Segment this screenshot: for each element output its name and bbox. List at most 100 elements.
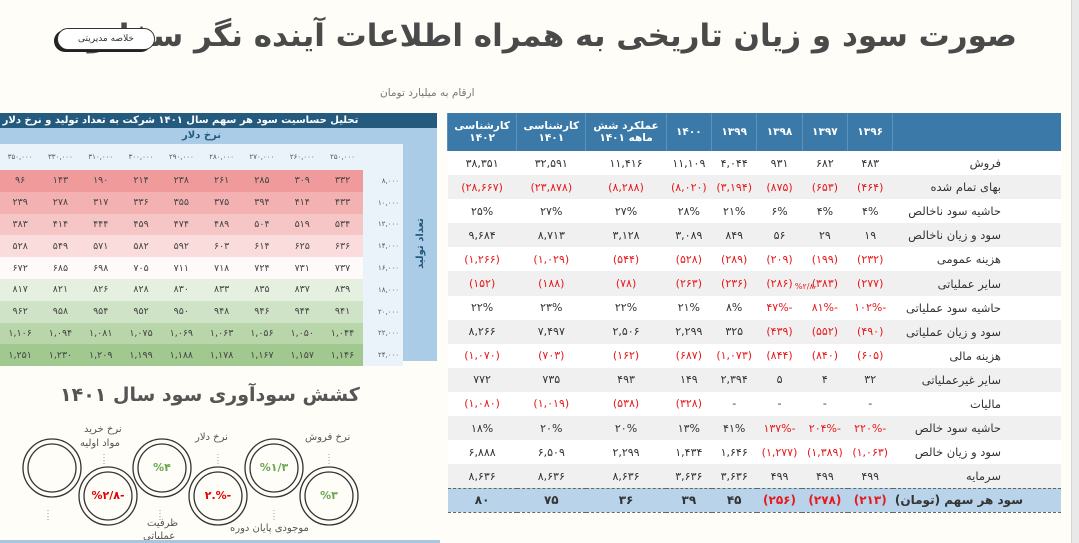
sensitivity-cell: ۸۳۷ — [282, 278, 323, 301]
sensitivity-cell: ۴۳۳ — [322, 191, 363, 214]
table-cell: ۱۴۹ — [666, 367, 712, 392]
table-cell: (۱۸۸) — [516, 271, 586, 296]
row-label: هزینه عمومی — [892, 247, 1061, 272]
sensitivity-cell: ۹۴۴ — [282, 300, 323, 323]
table-cell: (۶۵۳) — [802, 175, 848, 200]
sensitivity-cell: ۸۲۶ — [80, 278, 121, 301]
table-cell: ۲۷% — [516, 199, 586, 224]
table-cell: (۱۹۹) — [802, 247, 848, 272]
row-label: حاشیه سود ناخالص — [892, 199, 1061, 224]
table-cell: (۶۸۷) — [666, 343, 712, 368]
table-cell: ۸% — [711, 295, 757, 320]
row-label: سود و زیان عملیاتی — [892, 319, 1061, 344]
dollar-rate-header: ۳۳۰,۰۰۰ — [40, 144, 81, 170]
table-cell: ۵۶ — [756, 223, 803, 248]
table-cell: (۵۴۴) — [585, 247, 667, 272]
table-cell: -۸۱% — [802, 295, 848, 320]
sensitivity-row: ۵۲۸ ۵۴۹ ۵۷۱ ۵۸۲ ۵۹۲ ۶۰۳ ۶۱۴ ۶۲۵ ۶۳۶ ۱۴,۰۰۰ — [0, 235, 403, 258]
sensitivity-cell: ۴۵۹ — [120, 213, 162, 236]
table-row: مالیات - - - - (۳۲۸) (۵۳۸) (۱,۰۱۹) (۱,۰۸۰) — [447, 391, 1061, 417]
sensitivity-cell: ۶۲۵ — [282, 235, 323, 258]
table-cell: (۷۰۳) — [516, 343, 586, 368]
sensitivity-cell: ۳۳۲ — [322, 170, 363, 192]
management-summary-button[interactable]: خلاصه مدیریتی — [57, 28, 155, 50]
table-cell: (۷۸) — [585, 271, 667, 296]
table-cell: (۸,۲۸۸) — [585, 175, 667, 200]
sensitivity-cell: ۱,۰۸۱ — [80, 322, 121, 345]
table-header-row: ۱۳۹۶ ۱۳۹۷ ۱۳۹۸ ۱۳۹۹ ۱۴۰۰ عملکرد شش ماهه ۱۴۰۱ ک… — [446, 113, 1061, 151]
row-label: هزینه مالی — [892, 343, 1061, 368]
sensitivity-cell: ۵۷۱ — [80, 235, 121, 258]
sensitivity-cell: ۸۳۵ — [241, 278, 283, 301]
table-cell: (۱,۰۸۰) — [447, 391, 517, 417]
sensitivity-cell: ۱,۱۰۶ — [0, 322, 41, 345]
sensitivity-cell: ۱,۱۴۶ — [322, 344, 363, 367]
cell-annotation: -%۲/۸ — [794, 282, 817, 292]
table-cell: ۸۴۹ — [711, 223, 757, 248]
sensitivity-cell: ۵۳۴ — [322, 213, 363, 236]
sensitivity-cell: ۳۰۹ — [282, 170, 323, 192]
label-sales-rate: نرخ فروش — [305, 432, 351, 443]
table-cell: ۴% — [847, 199, 893, 224]
sensitivity-cell: ۴۸۹ — [201, 213, 242, 236]
table-cell: (۱,۰۲۹) — [516, 247, 586, 272]
sensitivity-cell: ۹۵۴ — [80, 300, 121, 323]
sensitivity-cell: ۲۱۴ — [120, 170, 162, 192]
table-cell: ۱,۴۳۴ — [666, 440, 712, 465]
table-cell: - — [756, 391, 803, 417]
table-cell: (۱,۰۱۹) — [516, 391, 586, 417]
table-cell: ۲۱% — [666, 295, 712, 320]
table-cell: ۶% — [756, 199, 803, 224]
table-cell: ۴% — [802, 199, 848, 224]
label-dollar-rate: نرخ دلار — [195, 432, 228, 443]
table-row: سود و زیان خالص (۱,۰۶۳) (۱,۳۸۹) (۱,۲۷۷) ۱,۶۴… — [447, 440, 1061, 465]
dollar-rate-header-row: ۳۵۰,۰۰۰ ۳۳۰,۰۰۰ ۳۱۰,۰۰۰ ۳۰۰,۰۰۰ ۲۹۰,۰۰۰ ۲۸۰,۰… — [0, 144, 403, 170]
sensitivity-panel: تحلیل حساسیت سود هر سهم سال ۱۴۰۱ شرکت به… — [0, 113, 437, 367]
header-label-cell — [892, 113, 1061, 151]
table-cell: ۶,۸۸۸ — [447, 440, 517, 465]
sensitivity-cell: ۵۸۲ — [120, 235, 162, 258]
sensitivity-cell: ۶۸۵ — [40, 257, 81, 279]
sensitivity-cell: ۶۳۶ — [322, 235, 363, 258]
table-cell: ۳۲ — [847, 367, 893, 392]
table-cell: (۱۵۲) — [447, 271, 517, 296]
sensitivity-row: ۹۶ ۱۴۳ ۱۹۰ ۲۱۴ ۲۳۸ ۲۶۱ ۲۸۵ ۳۰۹ ۳۳۲ ۸,۰۰۰ — [0, 170, 403, 192]
table-row: بهای تمام شده (۴۶۴) (۶۵۳) (۸۷۵) (۳,۱۹۴) (۸,۰۲… — [447, 175, 1061, 200]
sensitivity-cell: ۳۸۳ — [0, 213, 41, 236]
table-cell: ۶۸۲ — [802, 151, 848, 176]
table-cell: (۱,۲۶۶) — [447, 247, 517, 272]
sensitivity-cell: ۴۱۴ — [282, 191, 323, 214]
table-cell: (۸۴۰) — [802, 343, 848, 368]
sensitivity-cell: ۹۶ — [0, 170, 41, 192]
column-header: کارشناسی ۱۴۰۱ — [516, 113, 586, 151]
row-label: فروش — [892, 151, 1061, 176]
sensitivity-cell: ۱,۲۳۰ — [40, 344, 81, 367]
sensitivity-cell: ۶۰۳ — [201, 235, 242, 258]
sensitivity-cell: ۴۷۴ — [161, 213, 202, 236]
sensitivity-cell: ۹۵۰ — [161, 300, 202, 323]
dollar-rate-header: ۳۰۰,۰۰۰ — [120, 144, 162, 170]
sensitivity-cell: ۳۳۶ — [120, 191, 162, 214]
sensitivity-cell: ۱,۱۹۹ — [120, 344, 162, 367]
row-label: سایر عملیاتی — [892, 271, 1061, 296]
leverage-chain-diagram — [22, 438, 359, 526]
table-cell: ۳,۱۲۸ — [585, 223, 667, 248]
table-cell: ۴۱% — [711, 416, 757, 441]
sensitivity-cell: ۷۳۱ — [282, 257, 323, 279]
table-cell: ۸,۶۳۶ — [447, 464, 517, 489]
sensitivity-cell: ۴۴۴ — [80, 213, 121, 236]
table-cell: (۲۵۶) — [756, 487, 803, 513]
row-label: حاشیه سود عملیاتی — [892, 295, 1061, 320]
table-cell: ۳۲۵ — [711, 319, 757, 344]
sensitivity-cell: ۳۹۴ — [241, 191, 283, 214]
table-cell: ۴,۰۴۴ — [711, 151, 757, 176]
sensitivity-cell: ۸۱۷ — [0, 278, 41, 301]
row-label: سرمایه — [892, 464, 1061, 489]
table-cell: (۸,۰۲۰) — [666, 175, 712, 200]
table-cell: - — [802, 391, 848, 417]
table-cell: ۲۵% — [447, 199, 517, 224]
table-row: فروش ۴۸۳ ۶۸۲ ۹۳۱ ۴,۰۴۴ ۱۱,۱۰۹ ۱۱,۴۱۶ ۳۲,۵۹۱ ۳۸,۳… — [447, 151, 1061, 176]
table-cell: -۲۲۰% — [847, 416, 893, 441]
table-row: حاشیه سود ناخالص ۴% ۴% ۶% ۲۱% ۲۸% ۲۷% ۲۷% ۲۵% — [447, 199, 1061, 224]
table-cell: -۱۰۲% — [847, 295, 893, 320]
